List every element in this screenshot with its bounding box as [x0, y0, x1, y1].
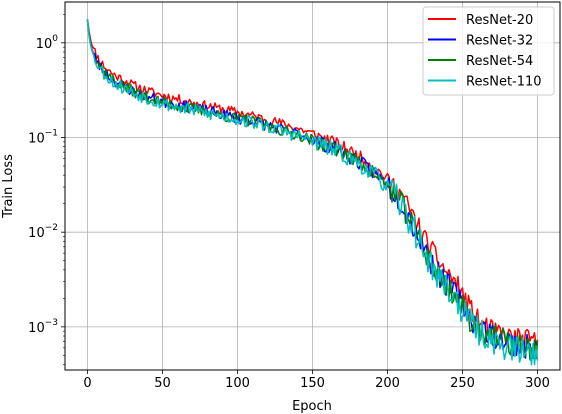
- x-tick-label: 200: [375, 376, 400, 391]
- x-tick-label: 150: [300, 376, 325, 391]
- x-tick-label: 250: [450, 376, 475, 391]
- x-tick-label: 100: [225, 376, 250, 391]
- x-tick-label: 0: [83, 376, 91, 391]
- x-tick-label: 300: [525, 376, 550, 391]
- x-axis: 0 50 100 150 200 250 300: [83, 370, 550, 391]
- y-axis-label: Train Loss: [1, 154, 16, 219]
- y-tick-label: 100: [36, 34, 59, 52]
- legend-label-resnet-54: ResNet-54: [466, 54, 533, 69]
- x-axis-label: Epoch: [292, 399, 332, 414]
- legend-label-resnet-20: ResNet-20: [466, 13, 533, 28]
- series-line-resnet-20: [86, 19, 539, 350]
- series-layer: [86, 19, 539, 366]
- legend-box: [422, 6, 555, 96]
- x-tick-label: 50: [154, 376, 171, 391]
- y-axis: 10−3 10−2 10−1 100: [28, 34, 65, 336]
- legend-label-resnet-110: ResNet-110: [466, 75, 542, 90]
- y-tick-label: 10−2: [28, 223, 58, 241]
- y-tick-label: 10−3: [28, 318, 58, 336]
- y-tick-label: 10−1: [28, 129, 58, 147]
- series-line-resnet-110: [86, 19, 539, 366]
- legend: ResNet-20 ResNet-32 ResNet-54 ResNet-110: [422, 6, 555, 96]
- legend-label-resnet-32: ResNet-32: [466, 34, 533, 49]
